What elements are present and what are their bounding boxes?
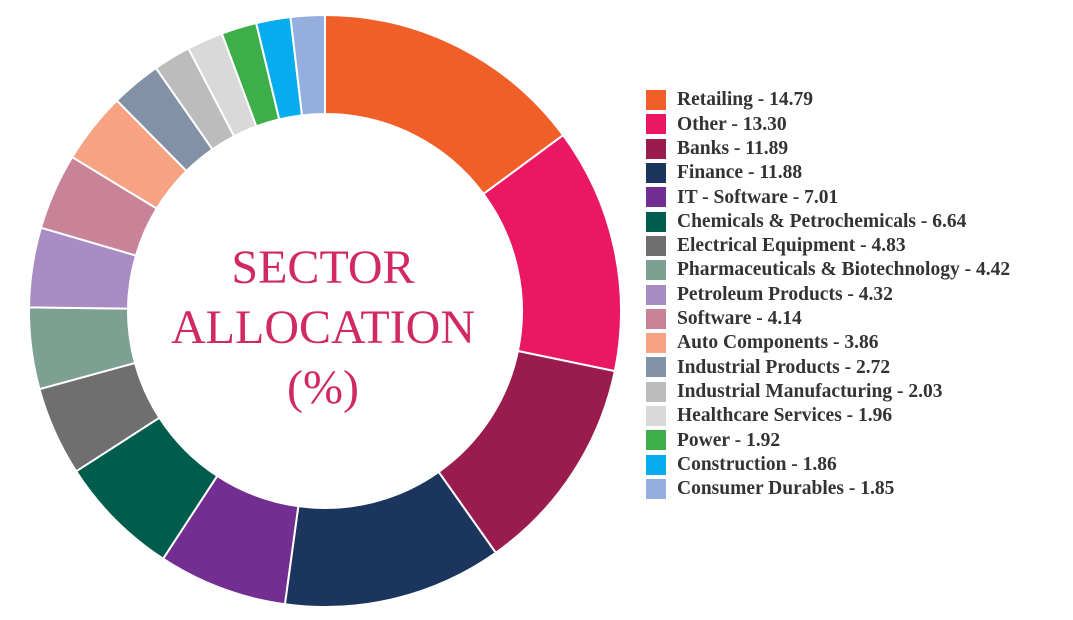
legend-swatch	[646, 235, 666, 256]
legend-swatch	[646, 454, 666, 475]
legend-label: Chemicals & Petrochemicals - 6.64	[677, 210, 967, 232]
legend-label: Software - 4.14	[677, 308, 802, 330]
legend-swatch	[646, 260, 666, 281]
legend-label: Industrial Products - 2.72	[677, 356, 891, 378]
legend-label: Retailing - 14.79	[677, 89, 813, 111]
legend-item: Chemicals & Petrochemicals - 6.64	[646, 209, 1010, 233]
legend-swatch	[646, 357, 666, 378]
legend-label: IT - Software - 7.01	[677, 186, 839, 208]
legend-item: Healthcare Services - 1.96	[646, 404, 1010, 428]
center-title-line-1: SECTOR	[231, 241, 414, 294]
legend-item: Other - 13.30	[646, 112, 1010, 136]
legend-item: Power - 1.92	[646, 428, 1010, 452]
legend-label: Banks - 11.89	[677, 137, 789, 159]
legend-swatch	[646, 138, 666, 159]
legend-label: Petroleum Products - 4.32	[677, 283, 893, 305]
legend-swatch	[646, 187, 666, 208]
donut-slice	[289, 13, 326, 117]
legend-swatch	[646, 333, 666, 354]
legend-label: Other - 13.30	[677, 113, 787, 135]
legend-label: Pharmaceuticals & Biotechnology - 4.42	[677, 259, 1011, 281]
center-title-line-3: (%)	[287, 361, 359, 414]
legend-swatch	[646, 163, 666, 184]
legend-item: Auto Components - 3.86	[646, 331, 1010, 355]
legend-label: Auto Components - 3.86	[677, 332, 879, 354]
legend-item: Industrial Manufacturing - 2.03	[646, 380, 1010, 404]
legend-swatch	[646, 114, 666, 135]
legend-swatch	[646, 381, 666, 402]
legend-item: Pharmaceuticals & Biotechnology - 4.42	[646, 258, 1010, 282]
legend-item: Industrial Products - 2.72	[646, 355, 1010, 379]
legend-swatch	[646, 406, 666, 426]
legend-label: Consumer Durables - 1.85	[677, 478, 895, 500]
legend-label: Construction - 1.86	[677, 453, 837, 475]
legend-item: Retailing - 14.79	[646, 88, 1010, 112]
legend-swatch	[646, 478, 666, 499]
legend-swatch	[646, 211, 666, 232]
legend-label: Healthcare Services - 1.96	[677, 405, 893, 427]
legend-label: Power - 1.92	[677, 429, 781, 451]
legend-item: Electrical Equipment - 4.83	[646, 234, 1010, 258]
legend-swatch	[646, 284, 666, 305]
legend-label: Industrial Manufacturing - 2.03	[677, 380, 943, 402]
chart-legend: Retailing - 14.79 Other - 13.30 Banks - 11…	[646, 88, 1010, 501]
legend-item: Consumer Durables - 1.85	[646, 477, 1010, 501]
donut-slices	[28, 13, 622, 608]
legend-item: IT - Software - 7.01	[646, 185, 1010, 209]
legend-item: Construction - 1.86	[646, 452, 1010, 476]
legend-label: Finance - 11.88	[677, 162, 803, 184]
legend-item: Petroleum Products - 4.32	[646, 282, 1010, 306]
legend-item: Banks - 11.89	[646, 137, 1010, 161]
legend-label: Electrical Equipment - 4.83	[677, 235, 906, 257]
legend-swatch	[646, 308, 666, 329]
legend-swatch	[646, 90, 666, 111]
legend-item: Finance - 11.88	[646, 161, 1010, 185]
center-title-line-2: ALLOCATION	[171, 301, 475, 354]
legend-swatch	[646, 430, 666, 451]
legend-item: Software - 4.14	[646, 307, 1010, 331]
